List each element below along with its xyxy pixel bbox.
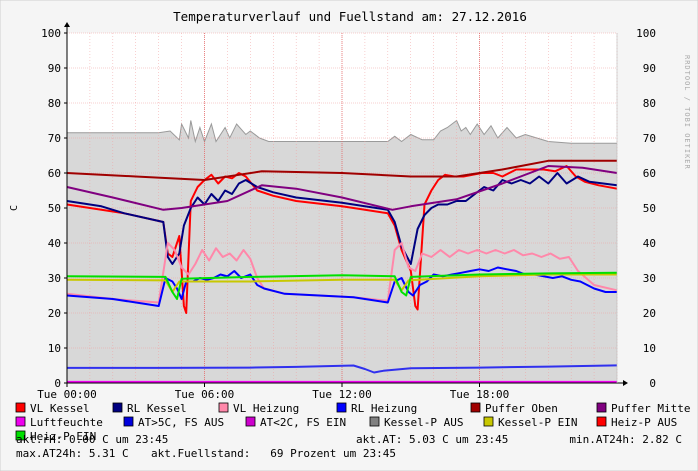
legend-swatch [483,416,494,427]
y-tick-label-left: 90 [48,62,61,75]
series-line-vl-heizung [66,242,618,304]
y-tick-label-left: 0 [54,377,61,390]
legend-label: RL Heizung [351,402,417,415]
legend-label: AT>5C, FS AUS [138,416,224,429]
legend-swatch [336,402,347,413]
axes: 0 0 10 10 20 20 30 30 40 40 50 50 60 60 70 70 80 80 90 90 10… [37,22,656,401]
x-tick-label: Tue 00:00 [37,388,97,401]
stat-max-at: max.AT24h: 5.31 C [16,447,129,460]
legend-swatch [369,416,380,427]
series-line-puffer-oben [66,159,617,181]
legend-swatch [218,402,229,413]
legend-swatch [112,402,123,413]
plot-area: 0 0 10 10 20 20 30 30 40 40 50 50 60 60 70 70 80 80 90 90 10… [37,22,656,401]
x-tick-label: Tue 06:00 [175,388,235,401]
legend-swatch [470,402,481,413]
y-tick-label-right: 60 [643,167,656,180]
y-tick-label-left: 30 [48,272,61,285]
y-tick-label-left: 50 [48,202,61,215]
y-tick-label-right: 10 [643,342,656,355]
y-tick-label-right: 20 [643,307,656,320]
y-axis-label: C [9,205,20,211]
y-tick-label-right: 40 [643,237,656,250]
legend-swatch [15,402,26,413]
stat-min-at: min.AT24h: 2.82 C [569,433,682,446]
y-axis-arrow [64,22,70,27]
x-tick-label: Tue 18:00 [450,388,510,401]
y-tick-label-left: 40 [48,237,61,250]
grid [66,32,618,384]
y-tick-label-right: 30 [643,272,656,285]
legend-swatch [245,416,256,427]
legend-label: Puffer Oben [485,402,558,415]
y-tick-label-left: 80 [48,97,61,110]
series-line-heiz-p [66,271,618,300]
legend-label: Kessel-P AUS [384,416,463,429]
y-tick-label-left: 100 [41,27,61,40]
stat-fuellstand: akt.Fuellstand: 69 Prozent um 23:45 [151,447,396,460]
stat-akt-at: akt.AT: 5.03 C um 23:45 [356,433,508,446]
y-tick-label-right: 100 [636,27,656,40]
y-tick-label-left: 10 [48,342,61,355]
legend-label: VL Heizung [233,402,299,415]
y-tick-label-right: 90 [643,62,656,75]
legend-swatch [596,402,607,413]
stats: akt.rH: 0.00 C um 23:45 akt.AT: 5.03 C u… [16,433,682,460]
legend-label: Luftfeuchte [30,416,103,429]
x-tick-label: Tue 12:00 [312,388,372,401]
series-lines [66,159,618,383]
legend-swatch [15,430,26,441]
legend-label: Heiz-P AUS [611,416,677,429]
legend-label: Puffer Mitte [611,402,690,415]
y-tick-label-right: 70 [643,132,656,145]
legend-swatch [123,416,134,427]
series-line-at [67,364,618,374]
y-tick-label-right: 0 [649,377,656,390]
y-tick-label-left: 70 [48,132,61,145]
legend-label: AT<2C, FS EIN [260,416,346,429]
legend-swatch [596,416,607,427]
stat-akt-rh: akt.rH: 0.00 C um 23:45 [16,433,168,446]
y-tick-label-right: 50 [643,202,656,215]
series-line-puffer-mitte [66,165,618,211]
y-tick-label-right: 80 [643,97,656,110]
y-tick-label-left: 60 [48,167,61,180]
chart-title: Temperaturverlauf und Fuellstand am: 27.… [173,9,527,24]
legend-label: Kessel-P EIN [498,416,577,429]
y-tick-label-left: 20 [48,307,61,320]
legend-label: RL Kessel [127,402,187,415]
legend-label: Heiz-P EIN [30,430,96,443]
watermark: RRDTOOL / TOBI OETIKER [683,55,691,170]
legend-swatch [15,416,26,427]
legend: VL Kessel RL Kessel VL Heizung RL Heizung Pu… [15,402,690,443]
legend-label: VL Kessel [30,402,90,415]
x-axis-arrow [623,380,628,386]
